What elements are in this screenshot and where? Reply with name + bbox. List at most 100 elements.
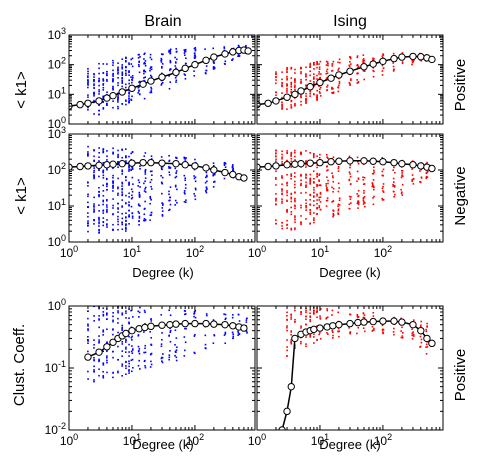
scatter-point bbox=[373, 195, 375, 198]
scatter-point bbox=[312, 311, 315, 314]
scatter-point bbox=[106, 63, 108, 65]
scatter-point bbox=[121, 169, 124, 172]
scatter-point bbox=[169, 81, 171, 83]
mean-marker bbox=[335, 71, 343, 79]
scatter-point bbox=[144, 311, 146, 314]
scatter-point bbox=[161, 361, 164, 364]
scatter-point bbox=[286, 77, 288, 80]
scatter-point bbox=[102, 350, 104, 353]
scatter-point bbox=[175, 172, 177, 174]
y-axis-labels: < k1> < k1> Clust. Coeff. bbox=[11, 71, 30, 406]
scatter-point bbox=[132, 183, 134, 185]
scatter-point bbox=[411, 63, 413, 66]
x-ticks bbox=[256, 35, 444, 124]
scatter-point bbox=[175, 62, 177, 64]
scatter-point bbox=[193, 313, 195, 315]
scatter-point bbox=[138, 224, 140, 226]
mean-marker bbox=[287, 382, 295, 391]
scatter-point bbox=[294, 72, 296, 74]
scatter-point bbox=[357, 64, 359, 67]
scatter-point bbox=[300, 221, 302, 223]
row-title-negative: Negative bbox=[452, 166, 469, 225]
scatter-point bbox=[327, 169, 329, 171]
scatter-point bbox=[294, 191, 296, 194]
scatter-point bbox=[316, 193, 318, 196]
scatter-point bbox=[212, 47, 215, 50]
scatter-point bbox=[313, 186, 315, 189]
scatter-point bbox=[338, 82, 341, 85]
scatter-point bbox=[161, 63, 164, 65]
scatter-point bbox=[138, 316, 140, 318]
scatter-point bbox=[290, 67, 292, 70]
mean-marker bbox=[423, 334, 431, 343]
scatter-point bbox=[138, 71, 141, 74]
scatter-point bbox=[412, 319, 415, 321]
scatter-point bbox=[392, 331, 395, 333]
scatter-point bbox=[309, 315, 311, 317]
scatter-point bbox=[312, 156, 315, 159]
scatter-point bbox=[309, 316, 312, 318]
scatter-point bbox=[149, 366, 152, 368]
mean-marker bbox=[202, 164, 210, 172]
scatter-point bbox=[332, 337, 334, 339]
scatter-point bbox=[112, 88, 114, 90]
scatter-point bbox=[318, 63, 320, 65]
scatter-point bbox=[238, 54, 241, 57]
scatter-point bbox=[294, 78, 296, 81]
scatter-point bbox=[183, 174, 186, 177]
x-ticks bbox=[68, 35, 256, 124]
mean-marker bbox=[139, 158, 147, 167]
mean-marker bbox=[360, 157, 368, 165]
scatter-point bbox=[106, 204, 108, 206]
scatter-point bbox=[293, 86, 296, 89]
scatter-point bbox=[356, 316, 359, 319]
scatter-point bbox=[294, 102, 296, 105]
row-title-positive: Positive bbox=[452, 59, 469, 112]
scatter-point bbox=[174, 354, 176, 357]
scatter-point bbox=[98, 210, 100, 212]
scatter-point bbox=[313, 64, 315, 66]
scatter-point bbox=[363, 205, 366, 208]
scatter-point bbox=[160, 82, 163, 85]
scatter-point bbox=[275, 91, 277, 94]
scatter-point bbox=[372, 311, 375, 314]
scatter-point bbox=[364, 202, 366, 204]
scatter-point bbox=[381, 70, 384, 72]
scatter-point bbox=[212, 186, 215, 188]
scatter-point bbox=[169, 327, 171, 330]
scatter-point bbox=[169, 340, 172, 343]
scatter-point bbox=[112, 204, 114, 207]
scatter-point bbox=[125, 103, 127, 106]
scatter-point bbox=[168, 356, 171, 359]
scatter-point bbox=[138, 196, 141, 198]
scatter-point bbox=[183, 49, 186, 51]
scatter-point bbox=[169, 314, 172, 317]
scatter-point bbox=[144, 171, 147, 173]
mean-marker bbox=[409, 161, 417, 169]
scatter-point bbox=[348, 171, 351, 174]
mean-marker bbox=[417, 162, 425, 170]
scatter-point bbox=[290, 152, 293, 155]
scatter-point bbox=[319, 191, 322, 194]
scatter-point bbox=[286, 71, 288, 73]
scatter-point bbox=[294, 199, 296, 202]
scatter-point bbox=[318, 71, 321, 73]
scatter-point bbox=[413, 335, 415, 337]
scatter-point bbox=[316, 62, 318, 65]
scatter-point bbox=[372, 188, 375, 191]
scatter-point bbox=[98, 195, 100, 198]
scatter-point bbox=[318, 205, 321, 207]
scatter-point bbox=[125, 310, 127, 312]
scatter-point bbox=[128, 204, 130, 207]
scatter-point bbox=[130, 169, 132, 172]
scatter-point bbox=[117, 97, 119, 100]
scatter-point bbox=[102, 184, 104, 187]
mean-series bbox=[257, 157, 436, 173]
scatter-point bbox=[131, 65, 134, 68]
scatter-point bbox=[98, 326, 100, 329]
scatter-point bbox=[300, 206, 302, 209]
scatter-point bbox=[174, 184, 177, 187]
scatter-point bbox=[337, 165, 340, 168]
scatter-point bbox=[144, 52, 146, 55]
scatter-point bbox=[316, 99, 318, 101]
